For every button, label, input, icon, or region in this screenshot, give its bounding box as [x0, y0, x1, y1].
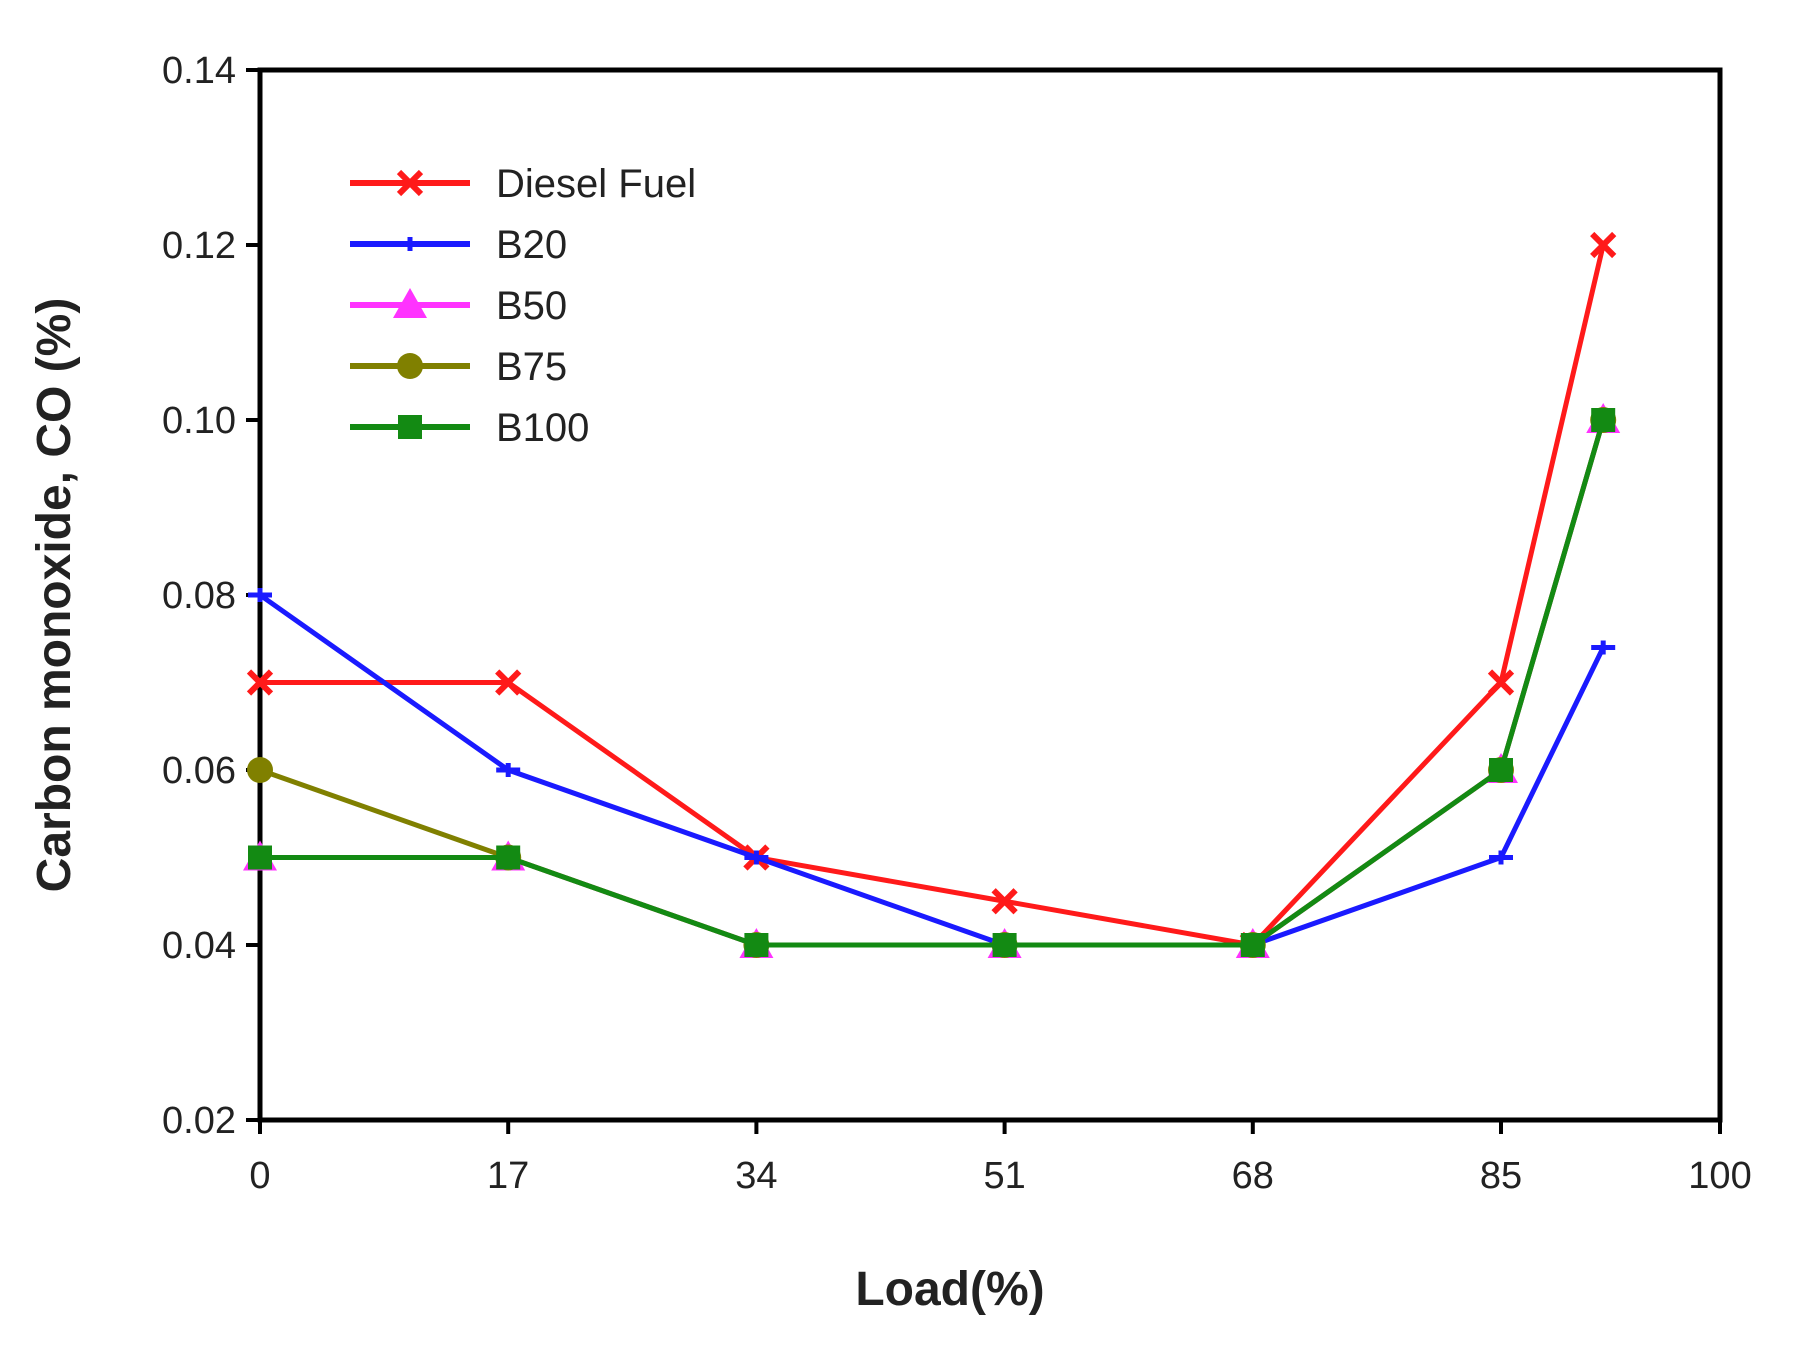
data-point [247, 757, 273, 783]
y-axis: 0.02 0.04 0.06 0.08 0.10 0.12 0.14 [162, 50, 260, 1142]
x-tick-label: 51 [983, 1155, 1025, 1197]
x-tick-label: 100 [1688, 1155, 1751, 1197]
legend: Diesel Fuel B20 B50 B75 B100 [350, 162, 696, 450]
legend-item: B20 [350, 223, 567, 267]
y-tick-label: 0.02 [162, 1100, 236, 1142]
y-tick-label: 0.04 [162, 925, 236, 967]
legend-label: B100 [496, 406, 589, 450]
x-axis-title: Load(%) [855, 1263, 1044, 1316]
data-point [744, 850, 769, 865]
legend-marker [396, 169, 424, 197]
y-tick-label: 0.10 [162, 400, 236, 442]
data-point [496, 845, 521, 870]
data-point [248, 845, 272, 870]
x-axis: 0 17 34 51 68 85 100 [249, 1120, 1752, 1197]
legend-marker [393, 288, 427, 318]
legend-label: B50 [496, 284, 567, 328]
y-tick-label: 0.14 [162, 50, 236, 92]
data-point [1590, 231, 1617, 259]
legend-item: B75 [350, 345, 567, 389]
legend-item: B100 [350, 406, 589, 450]
plot-frame [257, 67, 1723, 1123]
x-tick-label: 34 [735, 1155, 777, 1197]
legend-label: B75 [496, 345, 567, 389]
legend-item: Diesel Fuel [350, 162, 696, 206]
data-point [248, 588, 272, 602]
data-point [992, 933, 1017, 957]
legend-label: B20 [496, 223, 567, 267]
y-tick-label: 0.08 [162, 575, 236, 617]
legend-marker [397, 353, 423, 379]
legend-item: B50 [350, 284, 567, 328]
x-tick-label: 17 [487, 1155, 529, 1197]
legend-label: Diesel Fuel [496, 162, 696, 206]
x-tick-label: 0 [249, 1155, 270, 1197]
x-tick-label: 85 [1480, 1155, 1522, 1197]
data-point [496, 763, 521, 777]
data-point [246, 669, 274, 696]
data-point [1489, 850, 1513, 865]
series-layer [243, 231, 1621, 959]
data-point [1489, 758, 1513, 782]
x-tick-label: 68 [1232, 1155, 1274, 1197]
legend-marker [398, 415, 422, 439]
data-point [1487, 669, 1515, 696]
data-point [744, 933, 769, 957]
y-tick-label: 0.12 [162, 225, 236, 267]
legend-marker [398, 237, 422, 251]
data-point [991, 888, 1018, 915]
data-point [495, 669, 522, 696]
data-point [1240, 933, 1265, 957]
y-tick-label: 0.06 [162, 750, 236, 792]
data-point [1591, 640, 1616, 655]
data-point [1591, 408, 1616, 432]
y-axis-title: Carbon monoxide, CO (%) [28, 298, 81, 893]
series-b100 [248, 408, 1616, 957]
